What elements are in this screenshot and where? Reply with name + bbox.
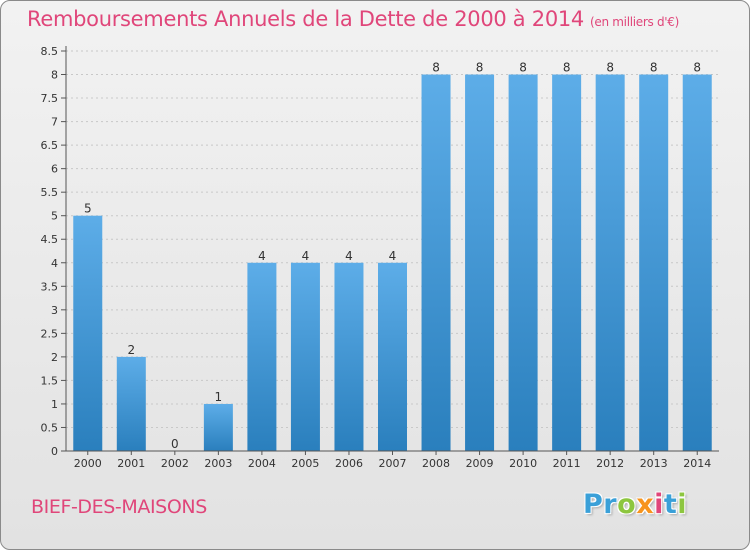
bar xyxy=(334,262,364,451)
x-tick-label: 2013 xyxy=(640,457,668,470)
x-tick-label: 2008 xyxy=(422,457,450,470)
bar xyxy=(639,74,669,451)
logo-letter: P xyxy=(583,489,604,520)
y-tick-label: 7 xyxy=(51,116,58,129)
x-tick-label: 2010 xyxy=(509,457,537,470)
logo-letter: i xyxy=(654,489,664,520)
logo-letter: i xyxy=(677,489,688,520)
data-label: 4 xyxy=(302,249,310,263)
bar xyxy=(203,403,233,451)
data-label: 2 xyxy=(127,343,135,357)
data-label: 8 xyxy=(650,61,658,75)
data-label: 4 xyxy=(258,249,266,263)
bar xyxy=(682,74,712,451)
axes: 0 0.5 1 1.5 2 2.5 3 3.5 4 4.5 5 5.5 6 6.5 7 7.5 8 8.5 xyxy=(41,45,719,458)
data-label: 8 xyxy=(519,61,527,75)
y-tick-label: 5 xyxy=(51,210,58,223)
data-label: 1 xyxy=(215,390,223,404)
y-tick-label: 2.5 xyxy=(41,327,59,340)
data-label: 8 xyxy=(476,61,484,75)
x-tick-label: 2009 xyxy=(466,457,494,470)
chart-title-text: Remboursements Annuels de la Dette de 20… xyxy=(27,7,584,31)
y-tick-label: 8 xyxy=(51,69,58,82)
chart-title: Remboursements Annuels de la Dette de 20… xyxy=(27,7,679,31)
y-tick-label: 1 xyxy=(51,398,58,411)
y-tick-label: 6.5 xyxy=(41,139,59,152)
y-tick-label: 4.5 xyxy=(41,233,59,246)
bar xyxy=(290,262,320,451)
bar xyxy=(421,74,451,451)
data-label: 4 xyxy=(389,249,397,263)
logo-letter: t xyxy=(663,489,678,520)
labels: 2000 5 2001 2 2002 0 2003 1 2004 4 2005 4 2006 4 2007 4… xyxy=(74,61,711,470)
x-tick-label: 2006 xyxy=(335,457,363,470)
bars xyxy=(73,74,712,451)
data-label: 8 xyxy=(563,61,571,75)
y-tick-label: 1.5 xyxy=(41,374,59,387)
logo-letter: x xyxy=(636,489,655,520)
x-tick-label: 2000 xyxy=(74,457,102,470)
data-label: 8 xyxy=(693,61,701,75)
bar xyxy=(116,356,146,451)
x-tick-label: 2002 xyxy=(161,457,189,470)
y-tick-label: 4 xyxy=(51,257,58,270)
data-label: 4 xyxy=(345,249,353,263)
data-label: 8 xyxy=(432,61,440,75)
x-tick-label: 2012 xyxy=(596,457,624,470)
data-label: 8 xyxy=(606,61,614,75)
bar xyxy=(595,74,625,451)
bar xyxy=(465,74,495,451)
y-tick-label: 5.5 xyxy=(41,186,59,199)
y-tick-label: 8.5 xyxy=(41,45,59,58)
town-name: BIEF-DES-MAISONS xyxy=(31,496,207,518)
bar xyxy=(247,262,277,451)
x-tick-label: 2005 xyxy=(291,457,319,470)
bar xyxy=(552,74,582,451)
y-tick-label: 0 xyxy=(51,445,58,458)
bar xyxy=(378,262,407,451)
chart-title-unit: (en milliers d'€) xyxy=(590,15,680,29)
x-tick-label: 2001 xyxy=(117,457,145,470)
y-tick-label: 3.5 xyxy=(41,280,59,293)
x-tick-label: 2007 xyxy=(379,457,407,470)
x-tick-label: 2014 xyxy=(683,457,711,470)
logo-letter: o xyxy=(617,489,637,520)
y-tick-label: 3 xyxy=(51,304,58,317)
y-tick-label: 2 xyxy=(51,351,58,364)
y-tick-label: 0.5 xyxy=(41,421,59,434)
y-tick-label: 6 xyxy=(51,163,58,176)
x-tick-label: 2011 xyxy=(553,457,581,470)
data-label: 5 xyxy=(84,202,92,216)
y-tick-label: 7.5 xyxy=(41,92,59,105)
bar xyxy=(508,74,538,451)
x-tick-label: 2004 xyxy=(248,457,276,470)
proxiti-logo: Proxiti xyxy=(583,489,687,520)
bar xyxy=(73,215,103,451)
data-label: 0 xyxy=(171,437,179,451)
logo-letter: r xyxy=(603,489,618,520)
x-tick-label: 2003 xyxy=(204,457,232,470)
